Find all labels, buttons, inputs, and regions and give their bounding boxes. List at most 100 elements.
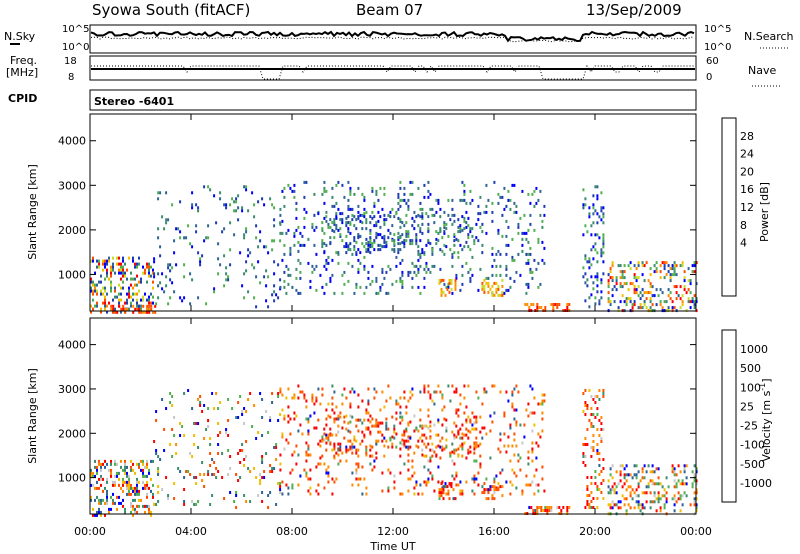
echo-cell-0-723 (411, 180, 414, 184)
echo-cell-1-650 (399, 471, 402, 475)
echo-cell-0-856 (479, 195, 482, 199)
echo-cell-1-766 (455, 387, 458, 391)
echo-cell-1-555 (341, 402, 344, 406)
echo-cell-1-440 (291, 468, 294, 472)
echo-cell-1-1115 (449, 454, 452, 458)
echo-cell-1-1352 (613, 488, 616, 492)
echo-cell-0-908 (507, 198, 510, 202)
echo-cell-1-203 (152, 483, 154, 487)
echo-cell-1-1037 (381, 421, 384, 425)
echo-cell-0-497 (313, 213, 316, 217)
echo-cell-1-563 (347, 429, 350, 433)
echo-cell-1-872 (511, 390, 514, 394)
echo-cell-1-788 (461, 432, 464, 436)
echo-cell-0-524 (325, 261, 328, 265)
echo-cell-0-174 (144, 268, 146, 272)
echo-cell-0-902 (505, 252, 508, 256)
echo-cell-0-320 (213, 290, 216, 294)
echo-cell-0-1430 (633, 303, 636, 307)
echo-cell-0-495 (311, 270, 314, 274)
echo-cell-1-1278 (590, 482, 593, 485)
echo-cell-1-481 (307, 489, 310, 493)
echo-cell-0-424 (279, 222, 282, 226)
station-title: Syowa South (fitACF) (92, 1, 250, 19)
echo-cell-0-1062 (369, 221, 372, 225)
echo-cell-0-440 (285, 264, 288, 268)
echo-cell-0-395 (265, 269, 268, 273)
freq-tick-bottom: 8 (68, 72, 74, 83)
echo-cell-0-1364 (607, 291, 610, 295)
echo-cell-1-1075 (409, 445, 412, 449)
echo-cell-1-464 (305, 399, 308, 403)
echo-cell-0-437 (283, 279, 286, 283)
echo-cell-1-522 (327, 414, 330, 418)
echo-cell-0-827 (461, 228, 464, 232)
echo-cell-1-511 (323, 432, 326, 436)
echo-cell-0-1141 (427, 239, 430, 243)
echo-cell-1-318 (225, 431, 228, 434)
echo-cell-1-863 (505, 480, 508, 484)
echo-cell-0-484 (303, 225, 306, 229)
echo-cell-1-1178 (452, 488, 455, 492)
echo-cell-1-140 (132, 513, 134, 517)
echo-cell-1-519 (325, 468, 328, 472)
echo-cell-1-504 (319, 444, 322, 448)
echo-cell-1-346 (243, 407, 246, 410)
echo-cell-1-442 (291, 486, 294, 490)
echo-cell-0-1085 (385, 245, 388, 249)
echo-cell-0-1047 (357, 248, 360, 252)
echo-cell-0-1324 (596, 221, 599, 225)
echo-cell-1-326 (229, 491, 232, 494)
echo-cell-0-1383 (615, 282, 618, 286)
echo-cell-0-1006 (335, 215, 338, 219)
echo-cell-1-25 (98, 459, 100, 463)
echo-cell-1-27 (98, 477, 100, 481)
echo-cell-1-948 (543, 393, 546, 397)
echo-cell-0-1048 (359, 251, 362, 255)
echo-cell-1-450 (295, 462, 298, 466)
echo-cell-0-187 (148, 274, 150, 278)
echo-cell-1-1248 (584, 404, 587, 407)
echo-cell-0-801 (447, 213, 450, 217)
echo-cell-0-506 (319, 273, 322, 277)
echo-cell-0-1504 (665, 273, 668, 277)
echo-cell-1-551 (337, 462, 340, 466)
echo-cell-0-670 (389, 231, 392, 235)
echo-cell-0-1258 (552, 306, 555, 309)
echo-cell-0-802 (447, 234, 450, 238)
echo-cell-1-270 (197, 398, 200, 401)
echo-cell-1-1413 (639, 479, 642, 483)
echo-cell-1-362 (253, 467, 256, 470)
echo-cell-1-679 (411, 465, 414, 469)
echo-cell-1-840 (489, 456, 492, 460)
echo-cell-1-43 (102, 462, 104, 466)
date-title: 13/Sep/2009 (586, 1, 682, 19)
echo-cell-1-268 (195, 482, 198, 485)
echo-cell-0-1319 (594, 302, 597, 306)
echo-cell-0-200 (152, 295, 154, 299)
ytick-label-1-3: 4000 (58, 339, 86, 352)
echo-cell-0-18 (94, 289, 96, 293)
echo-cell-0-1233 (497, 287, 500, 291)
echo-cell-0-1329 (596, 275, 599, 279)
echo-cell-0-1189 (479, 212, 482, 216)
echo-cell-0-735 (417, 186, 420, 190)
echo-cell-0-1551 (683, 285, 686, 289)
echo-cell-0-901 (505, 243, 508, 247)
echo-cell-1-1482 (673, 473, 676, 477)
echo-cell-1-1169 (442, 491, 445, 495)
echo-cell-1-1501 (679, 509, 682, 513)
echo-cell-1-579 (355, 471, 358, 475)
echo-cell-0-842 (467, 216, 470, 220)
echo-cell-1-959 (325, 448, 328, 452)
echo-cell-0-295 (191, 203, 194, 207)
echo-cell-1-28 (98, 486, 100, 490)
echo-cell-1-1308 (598, 389, 601, 392)
nave-tick-bottom: 0 (706, 72, 712, 83)
echo-cell-0-738 (417, 252, 420, 256)
echo-cell-0-222 (138, 310, 141, 314)
echo-cell-1-392 (271, 392, 274, 395)
echo-cell-1-1371 (621, 494, 624, 498)
echo-cell-1-964 (329, 433, 332, 437)
echo-cell-0-445 (287, 273, 290, 277)
